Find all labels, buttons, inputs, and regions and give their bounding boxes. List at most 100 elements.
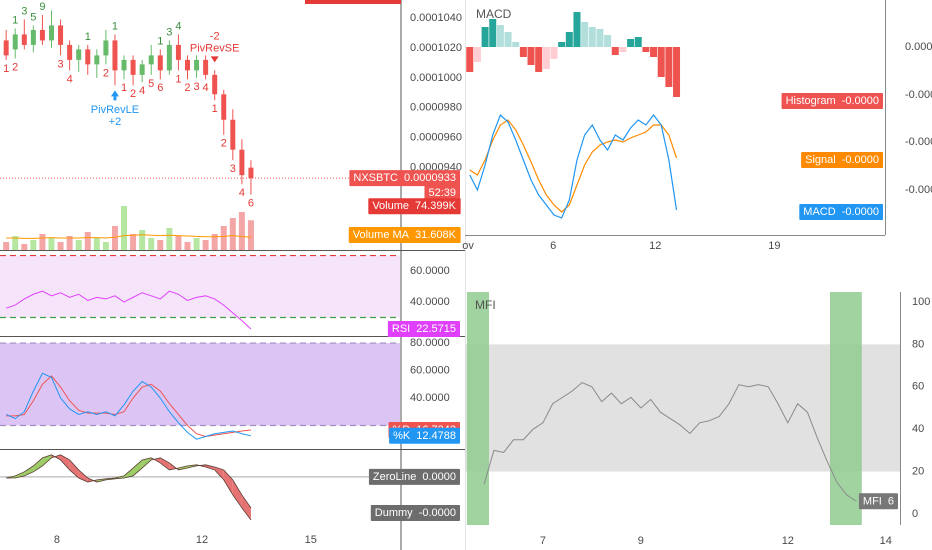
ribbon-fill bbox=[214, 466, 224, 480]
candle-body bbox=[67, 44, 73, 60]
candle-body bbox=[194, 59, 200, 71]
signal-label: 4 bbox=[67, 73, 73, 85]
candle-body bbox=[184, 59, 190, 71]
histogram-bar bbox=[581, 22, 589, 47]
candle-body bbox=[112, 40, 118, 71]
histogram-tag-part: Histogram bbox=[786, 95, 836, 107]
y-tick-label: 0.0000960 bbox=[410, 132, 462, 144]
price-tag bbox=[349, 170, 460, 187]
volume-bar bbox=[220, 226, 227, 250]
candle-body bbox=[85, 49, 91, 65]
ribbon-fill bbox=[241, 494, 251, 520]
x-tick-label: 15 bbox=[305, 534, 317, 546]
line-tag-part: 0.0000 bbox=[422, 471, 456, 483]
series-tag bbox=[799, 204, 883, 220]
signal-label: 1 bbox=[121, 82, 127, 94]
y-tick-label: 80 bbox=[912, 338, 924, 350]
band bbox=[0, 255, 400, 318]
series-tag-part: MACD bbox=[803, 206, 835, 218]
series-line bbox=[5, 372, 252, 440]
candle-body bbox=[248, 167, 254, 179]
signal-label: +2 bbox=[109, 116, 122, 128]
y-tick-label: 80.0000 bbox=[410, 337, 450, 349]
histogram-bar bbox=[604, 35, 612, 47]
y-tick-label: 40.0000 bbox=[410, 392, 450, 404]
line-tag-text: Dummy -0.0000 bbox=[375, 507, 456, 519]
signal-label: PivRevSE bbox=[190, 42, 240, 54]
series-tag-part: 22.5715 bbox=[416, 323, 456, 335]
line-tag-part: Dummy bbox=[375, 507, 413, 519]
volume-bar bbox=[184, 242, 191, 250]
ribbon-fill bbox=[60, 454, 70, 470]
ribbon-fill bbox=[223, 469, 233, 495]
volume-bar bbox=[39, 234, 46, 250]
y-tick-label: 60.0000 bbox=[410, 364, 450, 376]
series-tag-part: %K bbox=[393, 430, 411, 442]
series-tag-text: RSI 22.5715 bbox=[392, 323, 456, 335]
y-tick-label: 0.0000980 bbox=[410, 102, 462, 114]
volume-bar bbox=[111, 226, 118, 250]
series-tag bbox=[389, 427, 460, 444]
volume-bar bbox=[102, 242, 109, 250]
x-tick-label: 7 bbox=[540, 535, 546, 547]
histogram-bar bbox=[527, 47, 535, 65]
candle-body bbox=[157, 55, 163, 71]
signal-label: -2 bbox=[210, 30, 220, 42]
signal-label: 4 bbox=[239, 187, 245, 199]
histogram-bar bbox=[650, 47, 658, 57]
histogram-bar bbox=[657, 47, 665, 77]
ribbon-fill bbox=[142, 457, 152, 469]
candle-body bbox=[148, 55, 154, 65]
y-tick-label: 40.0000 bbox=[410, 296, 450, 308]
line-tag bbox=[370, 505, 460, 521]
signal-label: 3 bbox=[21, 5, 27, 17]
signal-arrow-stem bbox=[113, 96, 117, 101]
series-line bbox=[6, 375, 252, 437]
ribbon-fill bbox=[178, 465, 188, 470]
slow-line bbox=[6, 454, 252, 509]
band bbox=[0, 343, 400, 426]
histogram-bar bbox=[558, 42, 566, 47]
signal-label: 3 bbox=[57, 58, 63, 70]
ribbon-fill bbox=[232, 479, 242, 508]
ribbon-fill bbox=[205, 464, 215, 470]
signal-label: 9 bbox=[39, 1, 45, 13]
countdown-tag-part: 52:39 bbox=[428, 187, 456, 199]
candle-body bbox=[166, 44, 172, 71]
histogram-bar bbox=[634, 37, 642, 47]
x-tick-label: 12 bbox=[196, 534, 208, 546]
histogram-bar bbox=[481, 27, 489, 47]
candle-body bbox=[175, 44, 181, 60]
volume-bar bbox=[229, 218, 236, 250]
signal-label: PivRevLE bbox=[91, 104, 139, 116]
histogram-bar bbox=[519, 47, 527, 57]
candle-body bbox=[48, 25, 54, 41]
signal-label: 1 bbox=[175, 73, 181, 85]
signal-label: 1 bbox=[112, 20, 118, 32]
volume-bar bbox=[57, 242, 64, 250]
candle-body bbox=[12, 34, 18, 50]
signal-label: 5 bbox=[30, 11, 36, 23]
signal-label: 1 bbox=[85, 31, 91, 43]
histogram-bar bbox=[542, 47, 550, 69]
signal-label: 1 bbox=[157, 35, 163, 47]
ribbon-fill bbox=[69, 459, 79, 478]
volume-bar bbox=[3, 242, 10, 250]
histogram-bar bbox=[496, 25, 504, 47]
histogram-tag-text: Histogram -0.0000 bbox=[786, 95, 879, 107]
histogram-bar bbox=[611, 47, 619, 55]
x-tick-label: 14 bbox=[880, 535, 892, 547]
histogram-bar bbox=[489, 19, 497, 47]
signal-label: 5 bbox=[148, 78, 154, 90]
signal-label: 2 bbox=[221, 138, 227, 150]
volume-tag-part: Volume bbox=[372, 200, 409, 212]
y-tick-label: 0.0000 bbox=[905, 41, 932, 53]
candle-body bbox=[130, 59, 136, 75]
histogram-bar bbox=[596, 29, 604, 47]
ribbon-fill bbox=[51, 454, 61, 460]
volume-bar bbox=[30, 240, 37, 250]
volume-ma-tag-part: 31.608K bbox=[415, 229, 457, 241]
band bbox=[465, 344, 900, 472]
signal-label: 3 bbox=[166, 26, 172, 38]
series-tag-text: MFI 6 bbox=[863, 495, 894, 507]
